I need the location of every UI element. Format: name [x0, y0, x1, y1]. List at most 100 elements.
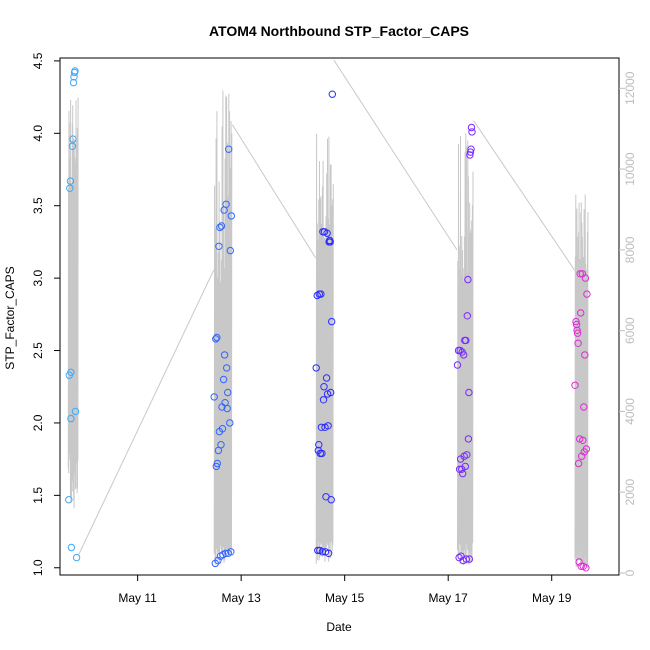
data-point: [222, 200, 230, 209]
data-point: [577, 309, 585, 317]
data-point: [574, 339, 582, 347]
data-point: [460, 351, 468, 359]
data-point: [323, 229, 331, 237]
data-point: [467, 123, 476, 132]
data-point: [71, 67, 79, 75]
data-point: [462, 336, 470, 345]
data-point: [67, 543, 76, 552]
x-tick-label: May 13: [221, 591, 261, 605]
data-point: [313, 291, 321, 300]
data-point: [464, 275, 472, 284]
y-tick-label: 1.5: [31, 487, 45, 504]
plot-frame: [59, 57, 620, 576]
data-point: [577, 562, 585, 570]
secondary-series-connector-3: [333, 59, 458, 251]
data-point: [217, 441, 225, 449]
data-point: [573, 329, 582, 337]
secondary-series-cluster-4: [457, 133, 474, 565]
data-point: [226, 246, 235, 255]
x-tick-label: May 19: [532, 591, 572, 605]
y-tick-label: 3.0: [31, 269, 45, 286]
data-point: [328, 317, 336, 326]
data-point: [467, 145, 475, 153]
secondary-series-layer: [67, 59, 589, 569]
data-point: [466, 148, 475, 156]
data-point: [66, 177, 75, 185]
data-point: [582, 564, 590, 572]
secondary-series-cluster-1: [67, 97, 79, 509]
secondary-series-connector-1: [78, 269, 215, 556]
data-point: [227, 212, 236, 220]
data-point: [453, 361, 462, 369]
data-point: [465, 555, 474, 563]
data-point: [327, 496, 335, 504]
data-point: [317, 290, 325, 298]
y2-tick-label: 0: [623, 569, 637, 576]
y-tick-label: 1.0: [31, 559, 45, 576]
data-point: [68, 142, 77, 151]
data-point: [69, 78, 78, 87]
data-point: [322, 374, 331, 382]
y2-tick-label: 10000: [623, 152, 637, 186]
data-point: [579, 436, 587, 444]
data-point: [572, 317, 580, 326]
data-point: [320, 383, 328, 391]
data-point: [216, 223, 224, 232]
y-tick-label: 2.0: [31, 414, 45, 431]
y2-tick-label: 4000: [623, 398, 637, 425]
data-point: [324, 422, 332, 430]
secondary-series-cluster-3: [315, 133, 334, 564]
y-tick-label: 4.5: [31, 52, 45, 69]
data-point: [65, 496, 73, 504]
data-point: [67, 368, 75, 376]
y-axis-label: STP_Factor_CAPS: [3, 266, 17, 369]
data-point: [576, 270, 584, 278]
data-point: [67, 414, 75, 423]
y-tick-label: 4.0: [31, 125, 45, 142]
data-point: [318, 449, 326, 458]
y-tick-label: 2.5: [31, 342, 45, 359]
data-point: [571, 381, 579, 389]
secondary-series-connector-2: [231, 124, 317, 259]
y2-tick-label: 6000: [623, 317, 637, 344]
data-point: [463, 312, 471, 320]
data-point: [463, 451, 471, 459]
data-point: [575, 558, 583, 566]
data-point: [326, 238, 334, 246]
points-layer: [65, 67, 591, 572]
data-point: [212, 335, 220, 343]
data-point: [220, 351, 229, 359]
data-point: [327, 388, 335, 397]
data-point: [461, 462, 469, 471]
chart-title: ATOM4 Northbound STP_Factor_CAPS: [209, 23, 469, 39]
data-point: [583, 290, 591, 298]
data-point: [72, 553, 81, 562]
data-point: [66, 184, 74, 193]
data-point: [315, 441, 323, 449]
data-point: [71, 407, 80, 416]
data-point: [221, 549, 230, 557]
data-point: [223, 364, 231, 372]
y-tick-label: 3.5: [31, 197, 45, 214]
data-point: [226, 419, 234, 427]
data-point: [582, 445, 591, 453]
data-point: [465, 388, 473, 397]
y2-tick-label: 8000: [623, 236, 637, 263]
data-point: [213, 333, 221, 342]
data-point: [213, 459, 222, 468]
data-point: [227, 548, 235, 556]
y2-tick-label: 12000: [623, 71, 637, 105]
x-tick-label: May 11: [118, 591, 157, 605]
data-point: [224, 388, 232, 397]
data-point: [581, 351, 589, 359]
data-point: [574, 459, 583, 468]
data-point: [580, 403, 588, 411]
data-point: [459, 469, 467, 478]
data-point: [219, 375, 228, 384]
secondary-series-cluster-2: [213, 90, 233, 565]
secondary-series-cluster-5: [574, 194, 589, 569]
data-point: [319, 396, 328, 404]
axes-layer: 1.0 1.5 2.0 2.5 3.0 3.5 4.0 4.5 0 2000 4000 6000 800…: [31, 52, 637, 605]
